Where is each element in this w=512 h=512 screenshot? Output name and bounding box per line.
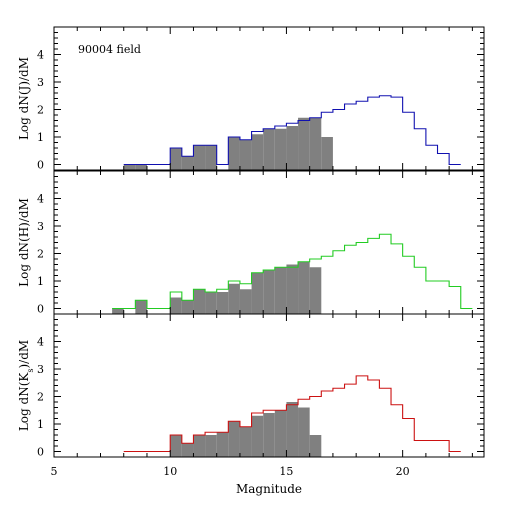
filled-bar-3-3 bbox=[205, 435, 217, 457]
y-tick-label-1-2: 2 bbox=[37, 104, 44, 117]
filled-bar-1-9 bbox=[263, 128, 275, 170]
filled-bar-1-6 bbox=[228, 137, 240, 170]
filled-bar-3-9 bbox=[274, 410, 287, 457]
outline-series-3 bbox=[123, 375, 461, 453]
y-tick-label-2-3: 3 bbox=[37, 220, 44, 233]
y-tick-label-3-0: 0 bbox=[37, 446, 44, 459]
x-tick-label-10: 10 bbox=[163, 465, 177, 478]
filled-bar-1-8 bbox=[251, 134, 264, 170]
filled-bar-2-13 bbox=[298, 261, 310, 314]
x-tick-label-15: 15 bbox=[279, 465, 293, 478]
filled-bar-3-5 bbox=[228, 421, 240, 457]
y-tick-label-3-1: 1 bbox=[37, 418, 44, 431]
filled-bar-3-12 bbox=[309, 435, 322, 457]
filled-bar-1-5 bbox=[205, 145, 217, 170]
filled-bar-2-4 bbox=[193, 289, 206, 314]
y-tick-label-1-3: 3 bbox=[37, 76, 44, 89]
x-tick-label-5: 5 bbox=[51, 465, 58, 478]
filled-bar-1-11 bbox=[286, 126, 299, 170]
filled-bar-2-10 bbox=[263, 270, 275, 314]
y-tick-label-3-2: 2 bbox=[37, 391, 44, 404]
filled-bar-1-10 bbox=[274, 128, 287, 170]
filled-bar-1-14 bbox=[321, 137, 333, 170]
filled-bar-3-1 bbox=[181, 443, 194, 457]
panel-1: 0 1 2 3 4 Log dN(J)/dM 90004 field bbox=[17, 26, 485, 172]
y-tick-label-3-4: 4 bbox=[37, 336, 44, 349]
filled-bar-1-1 bbox=[135, 164, 147, 170]
filled-bar-2-3 bbox=[181, 300, 194, 314]
filled-bar-3-7 bbox=[251, 415, 264, 457]
panel-annotation-1: 90004 field bbox=[78, 43, 141, 56]
y-tick-label-2-0: 0 bbox=[37, 303, 44, 316]
filled-bar-1-13 bbox=[309, 117, 322, 170]
outline-series-2 bbox=[112, 233, 473, 310]
y-axis-title-1: Log dN(J)/dM bbox=[17, 57, 31, 140]
filled-bar-1-4 bbox=[193, 145, 206, 170]
filled-bar-3-0 bbox=[170, 435, 182, 457]
x-axis-title: Magnitude bbox=[236, 482, 302, 496]
filled-bar-2-1 bbox=[135, 300, 147, 314]
filled-bar-1-2 bbox=[170, 148, 182, 170]
filled-bar-1-3 bbox=[181, 156, 194, 170]
filled-bar-2-9 bbox=[251, 272, 264, 314]
filled-bar-3-11 bbox=[298, 407, 310, 457]
y-tick-label-3-3: 3 bbox=[37, 363, 44, 376]
filled-bar-2-0 bbox=[112, 308, 124, 314]
filled-bar-2-11 bbox=[274, 267, 287, 314]
filled-bar-3-4 bbox=[216, 432, 229, 457]
filled-bar-2-7 bbox=[228, 283, 240, 314]
filled-bar-1-7 bbox=[239, 139, 252, 170]
filled-bar-1-0 bbox=[123, 164, 136, 170]
y-tick-label-1-4: 4 bbox=[37, 49, 44, 62]
y-tick-label-2-4: 4 bbox=[37, 193, 44, 206]
filled-bar-2-2 bbox=[170, 297, 182, 314]
outline-series-1 bbox=[123, 95, 461, 166]
filled-bar-2-8 bbox=[239, 289, 252, 314]
filled-bar-2-12 bbox=[286, 264, 299, 314]
filled-bar-2-6 bbox=[216, 292, 229, 314]
y-tick-label-1-1: 1 bbox=[37, 131, 44, 144]
filled-bar-3-8 bbox=[263, 413, 275, 457]
filled-bar-3-2 bbox=[193, 435, 206, 457]
y-tick-label-1-0: 0 bbox=[37, 159, 44, 172]
filled-bar-2-14 bbox=[309, 267, 322, 314]
y-axis-title-3: Log dN(Ks)/dM bbox=[17, 340, 35, 431]
panel-2: 0 1 2 3 4 Log dN(H)/dM bbox=[17, 170, 485, 316]
y-axis-title-2: Log dN(H)/dM bbox=[17, 198, 31, 287]
x-tick-label-20: 20 bbox=[396, 465, 410, 478]
filled-bar-3-6 bbox=[239, 426, 252, 457]
y-tick-label-2-2: 2 bbox=[37, 248, 44, 261]
filled-bar-2-5 bbox=[205, 292, 217, 314]
y-tick-label-2-1: 1 bbox=[37, 275, 44, 288]
filled-bar-3-10 bbox=[286, 402, 299, 457]
filled-bar-1-12 bbox=[298, 117, 310, 170]
